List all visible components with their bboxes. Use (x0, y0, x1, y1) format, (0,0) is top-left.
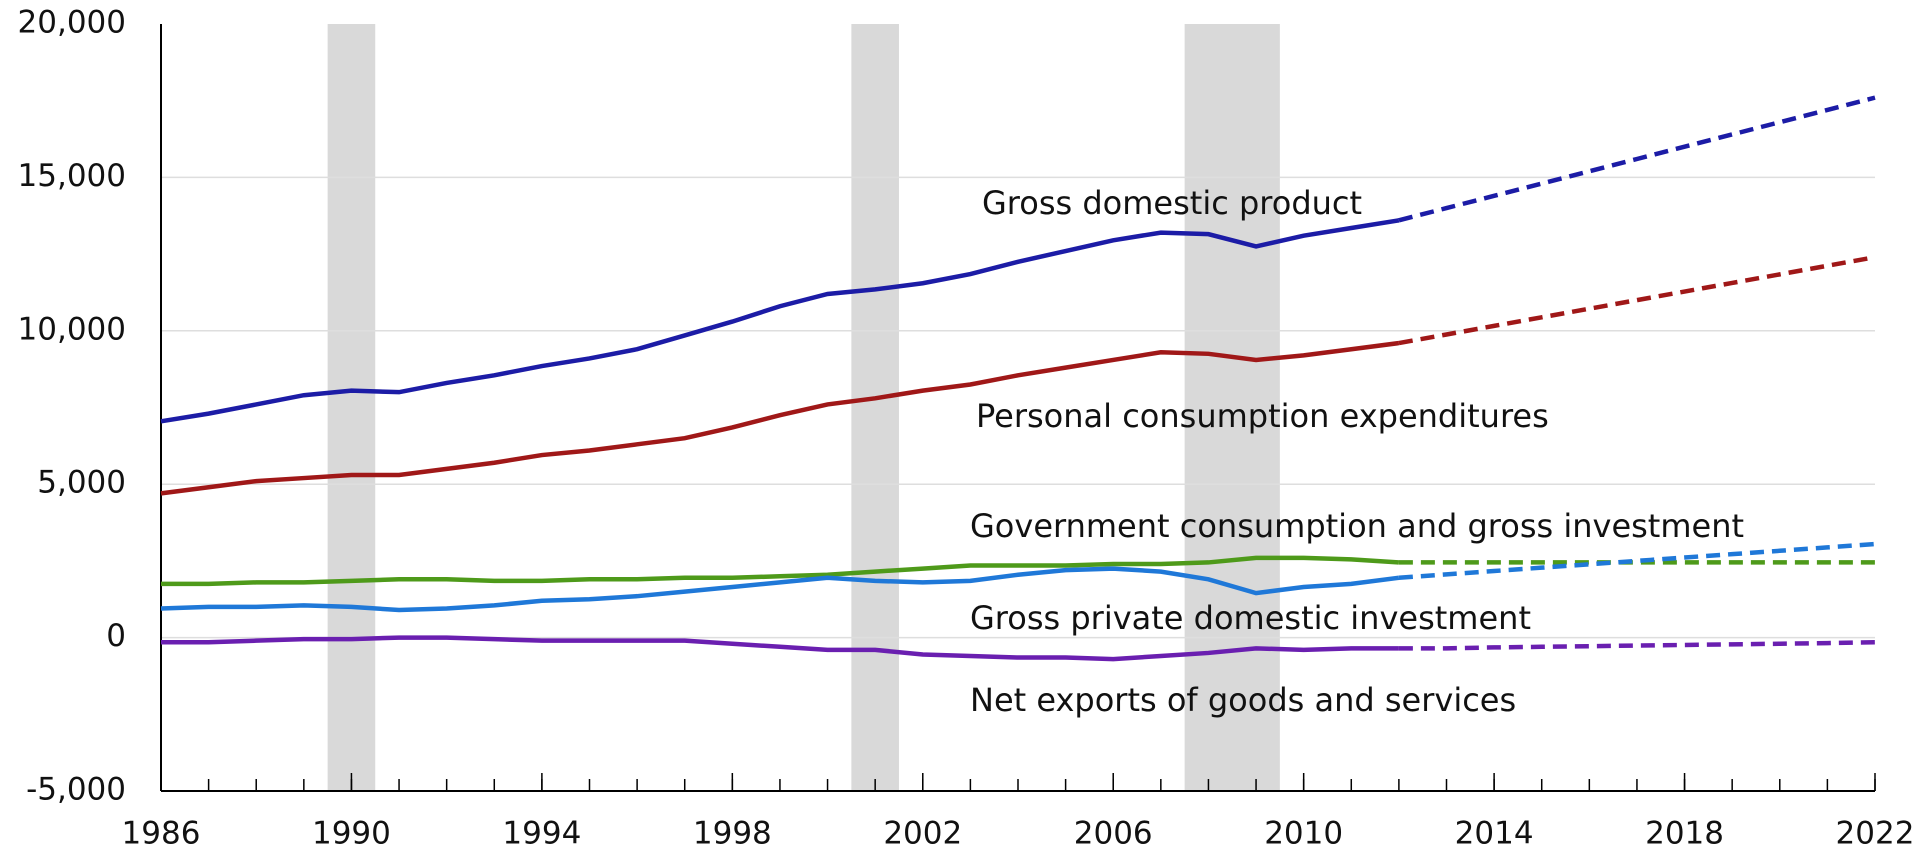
x-tick-label: 2018 (1645, 816, 1724, 852)
series-label: Gross private domestic investment (970, 599, 1531, 637)
history-line (160, 218, 1400, 424)
y-tick-label: -5,000 (26, 772, 126, 808)
series-label: Net exports of goods and services (970, 681, 1516, 719)
x-tick-label: 2006 (1074, 816, 1153, 852)
projection-line (1398, 639, 1876, 651)
x-tick-label: 2002 (883, 816, 962, 852)
history-line (160, 340, 1400, 496)
x-tick-label: 2022 (1836, 816, 1915, 852)
x-tick-label: 1994 (502, 816, 581, 852)
x-tick-label: 1986 (122, 816, 201, 852)
projection-line (1398, 254, 1876, 346)
y-tick-label: 10,000 (18, 311, 126, 347)
x-tick-label: 1990 (312, 816, 391, 852)
projection-line (1398, 541, 1876, 581)
series-label: Gross domestic product (982, 184, 1362, 222)
y-tick-label: 20,000 (18, 5, 126, 41)
projection-line (1398, 95, 1876, 223)
x-tick-label: 2014 (1455, 816, 1534, 852)
recession-band (851, 24, 899, 791)
recession-band (327, 24, 376, 791)
series-label: Government consumption and gross investm… (970, 507, 1744, 545)
x-tick-label: 1998 (693, 816, 772, 852)
x-tick-label: 2010 (1264, 816, 1343, 852)
history-line (160, 566, 1400, 613)
series-label: Personal consumption expenditures (976, 397, 1549, 435)
y-tick-label: 15,000 (18, 158, 126, 194)
history-line (161, 635, 1399, 662)
recession-band (1184, 24, 1280, 791)
y-tick-label: 0 (106, 618, 126, 654)
y-tick-label: 5,000 (37, 465, 126, 501)
history-line (161, 555, 1400, 587)
